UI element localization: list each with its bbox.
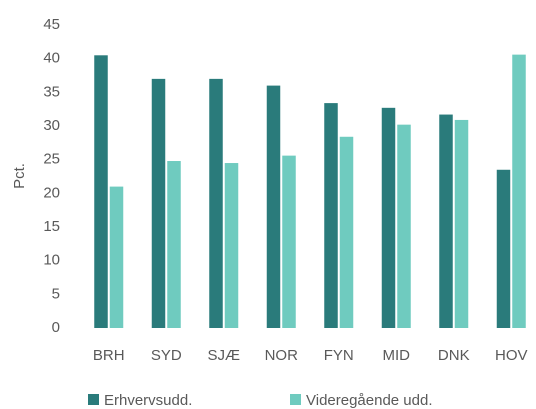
y-tick-label: 25 bbox=[43, 151, 60, 168]
y-tick-label: 10 bbox=[43, 252, 60, 269]
y-tick-label: 15 bbox=[43, 218, 60, 235]
bar bbox=[324, 103, 338, 329]
bar bbox=[439, 114, 453, 328]
bar bbox=[512, 54, 526, 328]
x-tick-label: SYD bbox=[151, 347, 182, 364]
bar bbox=[454, 119, 469, 328]
bar bbox=[109, 186, 124, 328]
y-tick-label: 20 bbox=[43, 184, 60, 201]
y-tick-label: 5 bbox=[52, 285, 60, 302]
x-tick-label: SJÆ bbox=[207, 347, 240, 364]
x-tick-label: DNK bbox=[438, 347, 470, 364]
bar bbox=[224, 163, 239, 328]
bar bbox=[94, 55, 108, 329]
x-tick-label: BRH bbox=[93, 347, 125, 364]
bar bbox=[397, 124, 411, 328]
x-tick-label: HOV bbox=[495, 347, 528, 364]
bar bbox=[339, 136, 354, 328]
x-tick-label: MID bbox=[383, 347, 411, 364]
legend-swatch bbox=[88, 394, 99, 405]
bar bbox=[496, 169, 511, 328]
x-tick-label: FYN bbox=[324, 347, 354, 364]
y-tick-label: 35 bbox=[43, 83, 60, 100]
bar bbox=[167, 161, 181, 328]
bar bbox=[381, 107, 396, 328]
legend-label: Erhvervsudd. bbox=[104, 392, 192, 409]
bar bbox=[209, 78, 223, 328]
y-tick-label: 0 bbox=[52, 319, 60, 336]
x-tick-label: NOR bbox=[265, 347, 299, 364]
y-tick-label: 40 bbox=[43, 50, 60, 67]
bar bbox=[282, 155, 296, 328]
y-tick-label: 30 bbox=[43, 117, 60, 134]
bar bbox=[266, 85, 281, 328]
y-tick-label: 45 bbox=[43, 16, 60, 33]
y-axis-label: Pct. bbox=[11, 163, 28, 189]
legend-swatch bbox=[290, 394, 301, 405]
bar bbox=[151, 78, 166, 328]
legend-label: Videregående udd. bbox=[306, 392, 433, 409]
